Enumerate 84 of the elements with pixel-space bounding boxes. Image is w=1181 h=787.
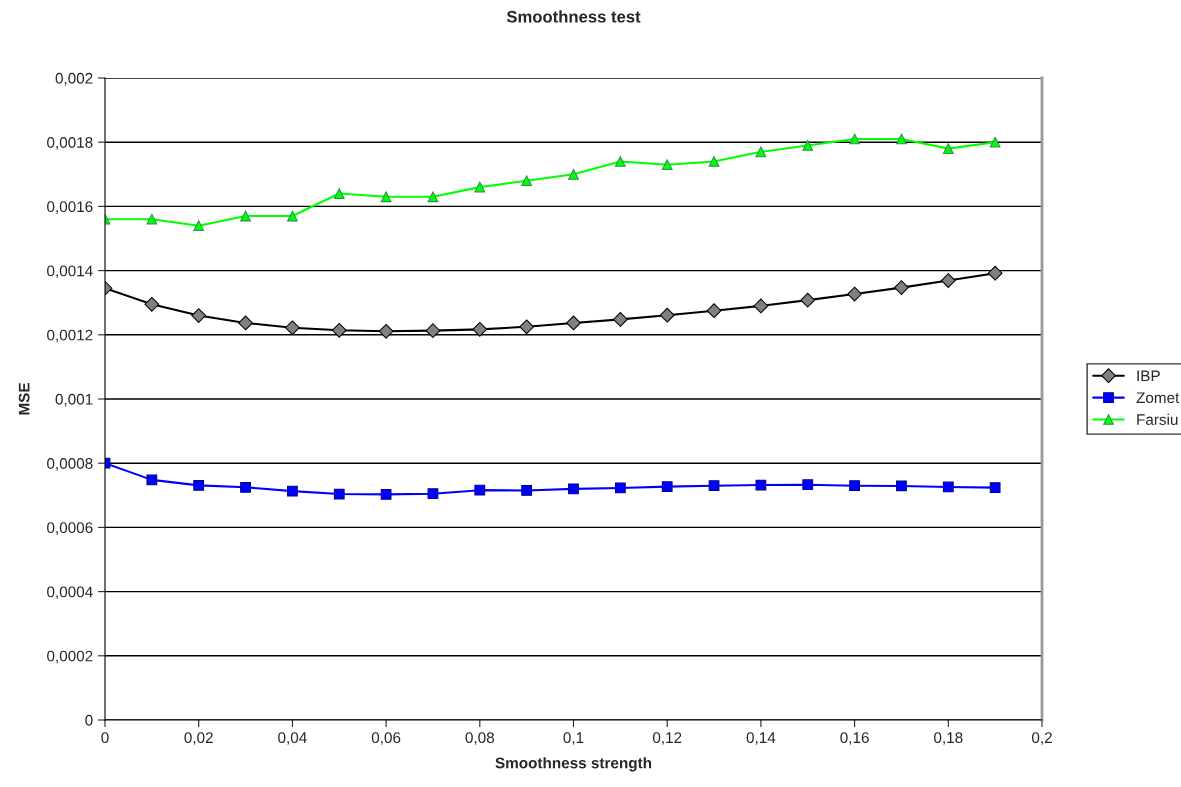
point — [896, 480, 907, 492]
y-axis-title: MSE — [18, 383, 30, 415]
point — [614, 482, 626, 494]
point — [849, 133, 860, 145]
chart-title: Smoothness test — [506, 10, 641, 23]
x-tick-label: 0,08 — [465, 732, 494, 745]
x-tick-label: 0,04 — [278, 732, 307, 745]
point — [146, 474, 158, 486]
point — [942, 481, 954, 493]
point — [287, 485, 298, 497]
point — [753, 298, 769, 314]
point — [519, 319, 535, 335]
point — [238, 315, 253, 331]
point — [942, 143, 954, 154]
point — [614, 156, 626, 167]
point — [849, 480, 860, 492]
point — [661, 481, 673, 493]
legend-label: Farsiu — [1137, 413, 1178, 425]
point — [940, 273, 956, 288]
y-tick-label: 0,0008 — [47, 458, 93, 471]
point — [427, 191, 439, 203]
point — [240, 481, 251, 493]
point — [894, 280, 909, 296]
point — [191, 308, 207, 323]
y-tick-label: 0,0012 — [47, 329, 93, 343]
point — [333, 188, 345, 199]
x-tick-label: 0,14 — [746, 732, 776, 745]
y-tick-label: 0,0006 — [47, 522, 93, 535]
point — [378, 323, 394, 339]
point — [989, 136, 1001, 148]
point — [659, 307, 675, 323]
point — [755, 146, 767, 158]
x-tick-label: 0,18 — [934, 732, 963, 745]
point — [287, 210, 298, 222]
point — [612, 312, 628, 327]
y-tick-label: 0,0002 — [47, 650, 93, 664]
y-tick-label: 0,002 — [55, 72, 93, 86]
point — [285, 320, 300, 336]
point — [896, 133, 907, 145]
point — [380, 488, 392, 500]
point — [474, 181, 486, 193]
y-tick-label: 0,0016 — [47, 201, 93, 214]
point — [708, 480, 720, 492]
x-tick-label: 0,1 — [563, 732, 584, 745]
point — [802, 479, 814, 491]
y-tick-label: 0,0018 — [47, 137, 93, 150]
point — [987, 265, 1003, 281]
point — [240, 210, 251, 222]
point — [474, 484, 486, 496]
point — [802, 140, 814, 151]
point — [568, 483, 579, 495]
point — [521, 485, 533, 496]
x-tick-label: 0,16 — [840, 732, 869, 745]
x-tick-label: 0,02 — [184, 732, 213, 745]
point — [146, 213, 158, 225]
point — [144, 296, 160, 312]
y-tick-label: 0 — [85, 714, 93, 726]
point — [380, 191, 392, 203]
point — [800, 292, 816, 308]
point — [566, 315, 581, 331]
point — [708, 156, 720, 167]
point — [568, 168, 579, 180]
point — [847, 286, 862, 302]
point — [331, 322, 347, 338]
point — [425, 323, 441, 339]
x-axis-title: Smoothness strength — [495, 757, 652, 772]
legend-label: IBP — [1137, 370, 1160, 382]
y-tick-label: 0,0004 — [47, 586, 93, 600]
point — [706, 303, 722, 319]
point — [193, 220, 205, 232]
x-tick-label: 0,06 — [371, 732, 401, 745]
y-tick-label: 0,001 — [55, 393, 93, 407]
point — [427, 488, 439, 500]
point — [333, 488, 345, 500]
x-tick-label: 0 — [101, 732, 109, 744]
point — [472, 321, 488, 337]
point — [521, 175, 533, 187]
point — [989, 482, 1001, 493]
point — [661, 159, 673, 171]
point — [193, 479, 205, 491]
x-tick-label: 0,2 — [1031, 732, 1052, 745]
x-tick-label: 0,12 — [652, 732, 682, 745]
y-tick-label: 0,0014 — [47, 265, 93, 279]
legend-label: Zomet — [1136, 392, 1180, 404]
